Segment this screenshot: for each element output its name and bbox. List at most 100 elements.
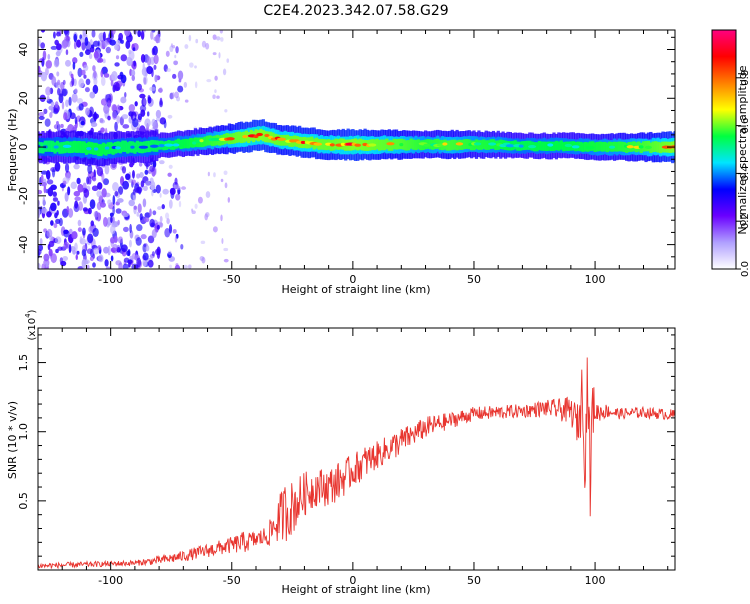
spectrogram-noise-cell [149,218,155,228]
spectrogram-noise-cell [38,115,45,120]
spectrogram-noise-cell [103,246,110,254]
spectrogram-ridge-cell [404,140,408,151]
spectrogram-noise-cell [206,79,212,83]
spectrogram-noise-cell [147,96,152,104]
spectrogram-noise-cell [212,226,218,233]
spectrogram-noise-cell [144,169,149,175]
spectrogram-ridge-cell [181,139,186,149]
spectrogram-noise-cell [121,166,127,174]
spectrogram-noise-cell [38,262,41,269]
spectrogram-noise-cell [46,211,52,218]
spectrogram-ridge-cell [642,141,646,152]
spectrogram-noise-cell [81,41,86,51]
spectrogram-noise-cell [164,227,171,238]
spectrogram-y-tick-label: 20 [17,91,30,105]
spectrogram-noise-cell [80,69,86,76]
spectrogram-noise-cell [100,40,106,50]
spectrogram-noise-cell [150,30,154,40]
spectrogram-noise-cell [156,249,161,259]
spectrogram-noise-cell [70,181,77,190]
spectrogram-noise-cell [167,114,173,119]
spectrogram-peak-cell [518,144,524,148]
spectrogram-noise-cell [40,42,46,49]
spectrogram-noise-cell [98,254,104,263]
spectrogram-noise-cell [158,87,163,94]
spectrogram-noise-cell [171,92,175,99]
spectrogram-noise-cell [71,93,78,103]
spectrogram-noise-cell [56,123,61,132]
spectrogram-noise-cell [144,217,150,223]
spectrogram-ridge-cell [402,139,406,150]
spectrogram-noise-cell [135,237,142,246]
spectrogram-noise-cell [159,222,164,228]
spectrogram-noise-cell [132,118,139,128]
spectrogram-noise-cell [117,236,123,244]
spectrogram-ridge-cell [622,142,626,152]
spectrogram-ridge-cell [382,139,387,151]
spectrogram-noise-cell [110,255,114,262]
spectrogram-peak-cell [386,142,395,146]
spectrogram-noise-cell [136,211,140,217]
spectrogram-noise-cell [46,228,53,238]
spectrogram-ridge-cell [89,142,93,155]
spectrogram-noise-cell [50,101,55,107]
spectrogram-noise-cell [128,49,132,55]
spectrogram-noise-cell [159,192,162,198]
spectrogram-ridge-cell [394,139,399,150]
spectrogram-noise-cell [129,223,132,234]
spectrogram-noise-cell [197,196,203,204]
spectrogram-ridge-cell [450,139,454,150]
spectrogram-noise-cell [150,180,156,191]
spectrogram-ridge-cell [603,141,607,152]
spectrogram-peak-cell [528,144,537,149]
spectrogram-noise-cell [81,258,87,269]
spectrogram-noise-cell [55,31,61,37]
spectrogram-noise-cell [102,178,110,186]
spectrogram-noise-cell [82,30,87,37]
spectrogram-noise-cell [178,78,182,83]
spectrogram-noise-cell [100,70,104,78]
spectrogram-noise-cell [145,161,149,170]
spectrogram-noise-cell [188,34,192,42]
spectrogram-noise-cell [96,166,104,177]
spectrogram-x-tick-label: -100 [98,273,123,286]
spectrogram-peak-cell [93,147,99,151]
spectrogram-noise-cell [100,127,105,133]
spectrogram-noise [38,30,234,269]
spectrogram-noise-cell [50,202,57,212]
spectrogram-noise-cell [140,234,147,240]
spectrogram-noise-cell [89,199,96,210]
snr-y-tick-label: 1.0 [17,423,30,441]
spectrogram-noise-cell [93,210,99,218]
spectrogram-noise-cell [93,70,97,79]
spectrogram-noise-cell [166,218,170,225]
spectrogram-noise-cell [142,198,147,208]
spectrogram-noise-cell [125,40,131,49]
spectrogram-ridge-cell [654,141,658,152]
spectrogram-ridge-cell [644,140,648,152]
spectrogram-ridge-cell [51,140,55,153]
colorbar-label: Normalized spectral amplitude [736,65,749,234]
spectrogram-noise-cell [64,162,70,173]
spectrogram-noise-cell [76,97,84,104]
spectrogram-noise-cell [68,208,74,218]
snr-y-tick-label: 1.5 [17,354,30,372]
spectrogram-peak-cell [564,143,573,148]
spectrogram-noise-cell [199,256,205,262]
spectrogram-noise-cell [86,248,93,255]
spectrogram-noise-cell [67,186,71,196]
spectrogram-noise-cell [92,113,99,120]
spectrogram-ridge-cell [123,140,127,152]
spectrogram-noise-cell [223,258,229,263]
spectrogram-noise-cell [159,160,165,165]
spectrogram-noise-cell [151,118,156,127]
spectrogram-noise-cell [93,50,99,59]
spectrogram-noise-cell [212,34,217,40]
spectrogram-noise-cell [224,182,228,189]
spectrogram-ridge-cell [41,142,45,154]
spectrogram-noise-cell [205,191,211,198]
spectrogram-noise-cell [115,208,122,214]
spectrogram-noise-cell [124,30,131,37]
spectrogram-frame [37,29,676,270]
spectrogram-ridge-cell [80,141,84,154]
